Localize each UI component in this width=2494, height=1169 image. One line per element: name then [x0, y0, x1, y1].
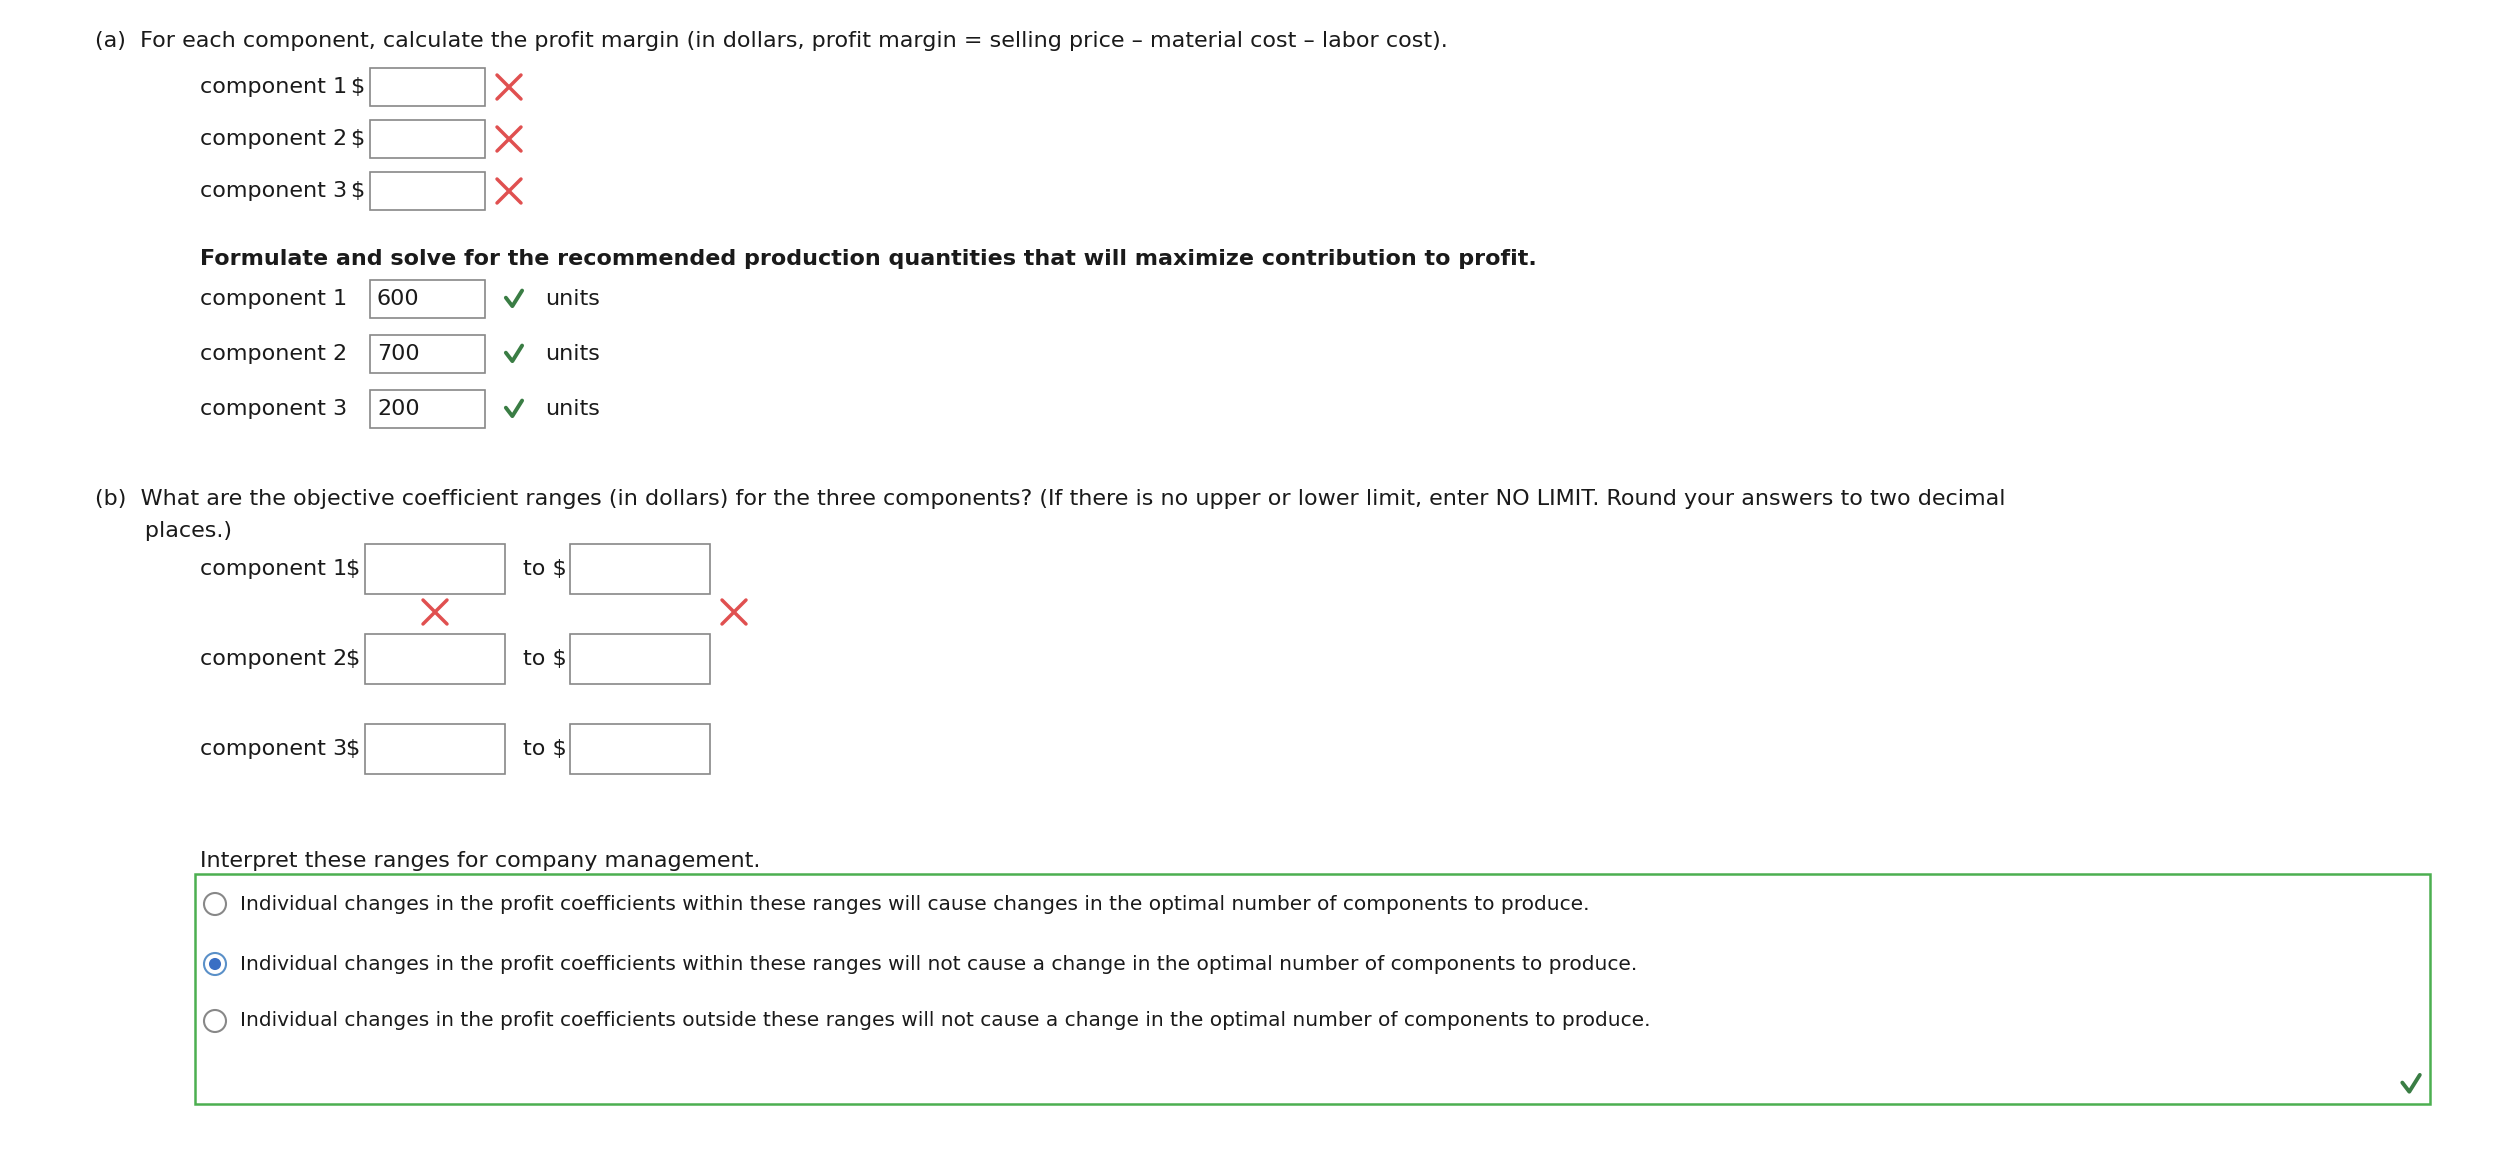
Text: units: units — [546, 399, 601, 419]
FancyBboxPatch shape — [369, 68, 484, 106]
Text: Formulate and solve for the recommended production quantities that will maximize: Formulate and solve for the recommended … — [200, 249, 1536, 269]
Text: Individual changes in the profit coefficients within these ranges will not cause: Individual changes in the profit coeffic… — [239, 955, 1636, 974]
Circle shape — [205, 953, 227, 975]
Text: to $: to $ — [524, 739, 566, 759]
FancyBboxPatch shape — [369, 390, 484, 428]
Text: $: $ — [349, 77, 364, 97]
FancyBboxPatch shape — [369, 120, 484, 158]
FancyBboxPatch shape — [364, 724, 504, 774]
Text: component 1: component 1 — [200, 559, 347, 579]
Text: $: $ — [344, 739, 359, 759]
Text: (b)  What are the objective coefficient ranges (in dollars) for the three compon: (b) What are the objective coefficient r… — [95, 489, 2005, 509]
Text: component 2: component 2 — [200, 649, 347, 669]
Text: $: $ — [344, 649, 359, 669]
Text: component 1: component 1 — [200, 77, 347, 97]
FancyBboxPatch shape — [364, 634, 504, 684]
Text: component 2: component 2 — [200, 129, 347, 148]
Text: component 3: component 3 — [200, 399, 347, 419]
Text: units: units — [546, 344, 601, 364]
FancyBboxPatch shape — [571, 634, 711, 684]
FancyBboxPatch shape — [369, 336, 484, 373]
Text: places.): places.) — [95, 521, 232, 541]
Text: Individual changes in the profit coefficients within these ranges will cause cha: Individual changes in the profit coeffic… — [239, 894, 1589, 913]
FancyBboxPatch shape — [369, 172, 484, 210]
Text: to $: to $ — [524, 649, 566, 669]
Circle shape — [209, 957, 222, 970]
Text: to $: to $ — [524, 559, 566, 579]
Text: $: $ — [349, 129, 364, 148]
Text: component 3: component 3 — [200, 181, 347, 201]
Text: component 3: component 3 — [200, 739, 347, 759]
Text: 200: 200 — [377, 399, 419, 419]
FancyBboxPatch shape — [571, 544, 711, 594]
Circle shape — [205, 893, 227, 915]
Text: units: units — [546, 289, 601, 309]
FancyBboxPatch shape — [364, 544, 504, 594]
Text: 700: 700 — [377, 344, 419, 364]
Text: Interpret these ranges for company management.: Interpret these ranges for company manag… — [200, 851, 761, 871]
FancyBboxPatch shape — [195, 874, 2429, 1104]
FancyBboxPatch shape — [369, 281, 484, 318]
FancyBboxPatch shape — [571, 724, 711, 774]
Text: (a)  For each component, calculate the profit margin (in dollars, profit margin : (a) For each component, calculate the pr… — [95, 32, 1447, 51]
Text: component 1: component 1 — [200, 289, 347, 309]
Text: $: $ — [349, 181, 364, 201]
Text: 600: 600 — [377, 289, 419, 309]
Circle shape — [205, 1010, 227, 1032]
Text: Individual changes in the profit coefficients outside these ranges will not caus: Individual changes in the profit coeffic… — [239, 1011, 1651, 1031]
Text: component 2: component 2 — [200, 344, 347, 364]
Text: $: $ — [344, 559, 359, 579]
